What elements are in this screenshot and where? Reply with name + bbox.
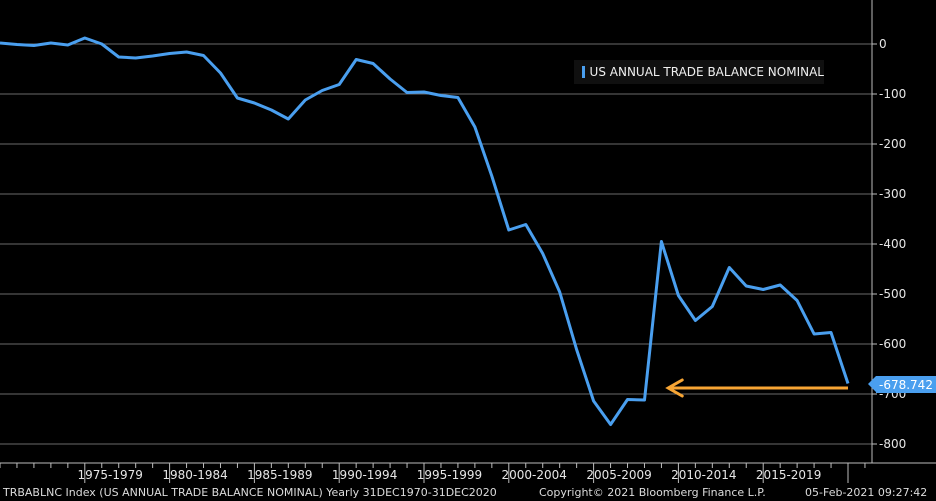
xtick-label: 1995-1999 <box>417 468 482 482</box>
xtick-label: 1975-1979 <box>78 468 143 482</box>
legend-swatch <box>582 66 585 78</box>
annotation-arrow-head <box>665 378 684 398</box>
last-value-badge: -678.742 <box>868 376 936 393</box>
legend-label: US ANNUAL TRADE BALANCE NOMINAL <box>589 65 824 79</box>
ytick-label: -500 <box>879 287 906 301</box>
footer-ticker: TRBABLNC Index (US ANNUAL TRADE BALANCE … <box>3 486 497 499</box>
trade-balance-chart: 0-100-200-300-400-500-600-700-8001975-19… <box>0 0 936 483</box>
xtick-label: 2005-2009 <box>586 468 651 482</box>
ytick-label: -600 <box>879 337 906 351</box>
xtick-label: 1985-1989 <box>247 468 312 482</box>
footer-timestamp: 05-Feb-2021 09:27:42 <box>805 486 928 499</box>
footer-copyright: Copyright© 2021 Bloomberg Finance L.P. <box>539 486 766 499</box>
xtick-label: 1980-1984 <box>162 468 227 482</box>
ytick-label: -800 <box>879 437 906 451</box>
xtick-label: 2015-2019 <box>756 468 821 482</box>
ytick-label: -300 <box>879 187 906 201</box>
ytick-label: -100 <box>879 87 906 101</box>
ytick-label: -200 <box>879 137 906 151</box>
chart-footer: TRBABLNC Index (US ANNUAL TRADE BALANCE … <box>0 484 936 501</box>
series-line <box>0 36 850 426</box>
ytick-label: -400 <box>879 237 906 251</box>
chart-legend: US ANNUAL TRADE BALANCE NOMINAL <box>574 60 824 84</box>
xtick-label: 1990-1994 <box>332 468 397 482</box>
ytick-label: 0 <box>879 37 887 51</box>
xtick-label: 2000-2004 <box>502 468 567 482</box>
xtick-label: 2010-2014 <box>671 468 736 482</box>
